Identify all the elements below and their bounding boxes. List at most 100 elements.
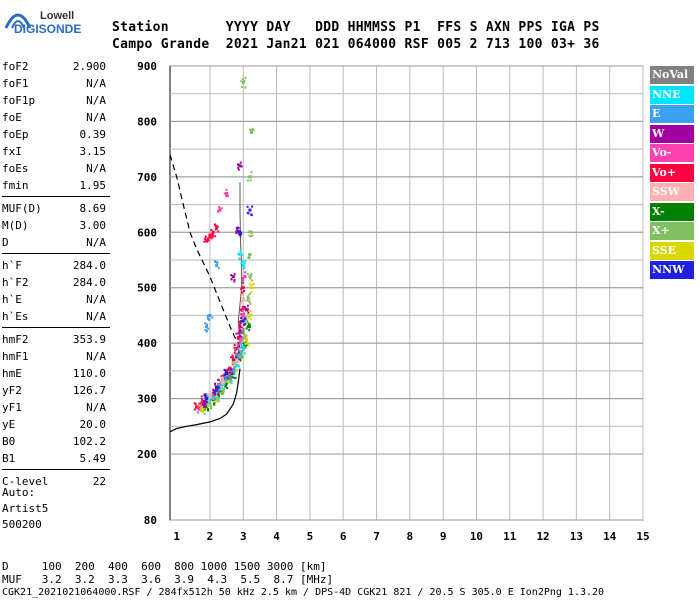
- data-point: [241, 352, 244, 355]
- data-point: [247, 256, 250, 259]
- data-point: [230, 373, 233, 376]
- header-row-2: Campo Grande 2021 Jan21 021 064000 RSF 0…: [112, 37, 600, 52]
- data-point: [225, 372, 229, 376]
- param-row: h`F 284.0: [2, 257, 106, 275]
- data-point: [228, 373, 231, 376]
- param-separator: [2, 469, 110, 470]
- x-tick-label: 11: [503, 530, 517, 543]
- data-point: [240, 329, 243, 332]
- data-point: [216, 399, 219, 402]
- logo-line1: Lowell: [40, 10, 75, 22]
- data-point: [241, 260, 244, 263]
- data-point: [244, 307, 247, 310]
- param-row: h`E N/A: [2, 291, 106, 309]
- data-point: [213, 392, 216, 395]
- data-point: [246, 272, 249, 275]
- data-point: [201, 398, 204, 401]
- data-point: [224, 383, 227, 386]
- data-point: [243, 267, 246, 270]
- data-point: [207, 405, 210, 408]
- data-point: [221, 380, 225, 384]
- data-point: [244, 315, 247, 318]
- data-point: [233, 376, 236, 379]
- param-value: 0.39: [79, 128, 107, 141]
- data-point: [248, 292, 251, 295]
- data-point: [252, 129, 255, 132]
- param-value: N/A: [86, 293, 106, 306]
- data-point: [228, 366, 232, 370]
- data-point: [233, 343, 236, 346]
- param-label: MUF(D): [2, 202, 42, 215]
- param-value: N/A: [86, 162, 106, 175]
- data-point: [239, 234, 242, 237]
- data-point: [208, 313, 212, 317]
- data-point: [241, 319, 245, 323]
- data-point: [204, 235, 207, 238]
- data-point: [249, 129, 252, 132]
- data-point: [240, 343, 243, 346]
- data-point: [246, 321, 249, 324]
- data-point: [209, 393, 212, 396]
- data-point: [213, 395, 217, 399]
- data-point: [224, 385, 227, 388]
- data-point: [237, 354, 240, 357]
- param-value: 3.00: [79, 219, 107, 232]
- param-value: 102.2: [72, 435, 106, 448]
- data-point: [227, 374, 230, 377]
- header-row-1: Station YYYY DAY DDD HHMMSS P1 FFS S AXN…: [112, 20, 600, 35]
- param-row: fmin 1.95: [2, 177, 106, 195]
- data-point: [249, 318, 252, 321]
- data-point: [240, 326, 243, 329]
- param-value: 353.9: [72, 333, 106, 346]
- data-point: [245, 342, 248, 345]
- param-label: yF1: [2, 401, 22, 414]
- data-point: [212, 392, 215, 395]
- data-point: [219, 392, 222, 395]
- data-point: [241, 279, 244, 282]
- data-point: [235, 347, 239, 351]
- data-point: [204, 322, 207, 325]
- param-label: h`F: [2, 259, 22, 272]
- param-label: foEp: [2, 128, 29, 141]
- data-point: [203, 402, 206, 405]
- param-row: foEs N/A: [2, 160, 106, 178]
- data-point: [202, 409, 205, 412]
- data-point: [241, 330, 244, 333]
- x-tick-label: 3: [240, 530, 247, 543]
- data-point: [214, 235, 217, 238]
- data-point: [225, 378, 228, 381]
- param-value: N/A: [86, 77, 106, 90]
- data-point: [201, 399, 204, 402]
- data-point: [249, 179, 252, 182]
- data-point: [244, 76, 247, 79]
- data-point: [235, 360, 238, 363]
- data-point: [223, 372, 226, 375]
- chart-lines: [169, 154, 243, 433]
- data-point: [219, 382, 222, 385]
- data-point: [251, 205, 254, 208]
- data-point: [245, 327, 248, 330]
- x-tick-label: 10: [470, 530, 483, 543]
- data-point: [244, 333, 247, 336]
- data-point: [246, 304, 249, 307]
- data-point: [203, 405, 206, 408]
- data-point: [219, 390, 222, 393]
- data-point: [237, 348, 240, 351]
- data-point: [237, 347, 240, 350]
- data-point: [204, 403, 207, 406]
- legend-item-ssw: SSW: [650, 183, 694, 201]
- data-point: [247, 311, 250, 314]
- data-point: [211, 234, 214, 237]
- data-point: [240, 262, 243, 265]
- data-point: [217, 396, 220, 399]
- y-tick-label: 300: [137, 393, 157, 406]
- data-point: [205, 405, 209, 409]
- data-point: [217, 386, 220, 389]
- legend-item-x-: X-: [650, 202, 694, 221]
- data-point: [247, 294, 250, 297]
- data-point: [203, 412, 206, 415]
- data-point: [225, 376, 229, 380]
- data-point: [233, 346, 236, 349]
- data-point: [210, 233, 213, 236]
- data-point: [215, 264, 218, 267]
